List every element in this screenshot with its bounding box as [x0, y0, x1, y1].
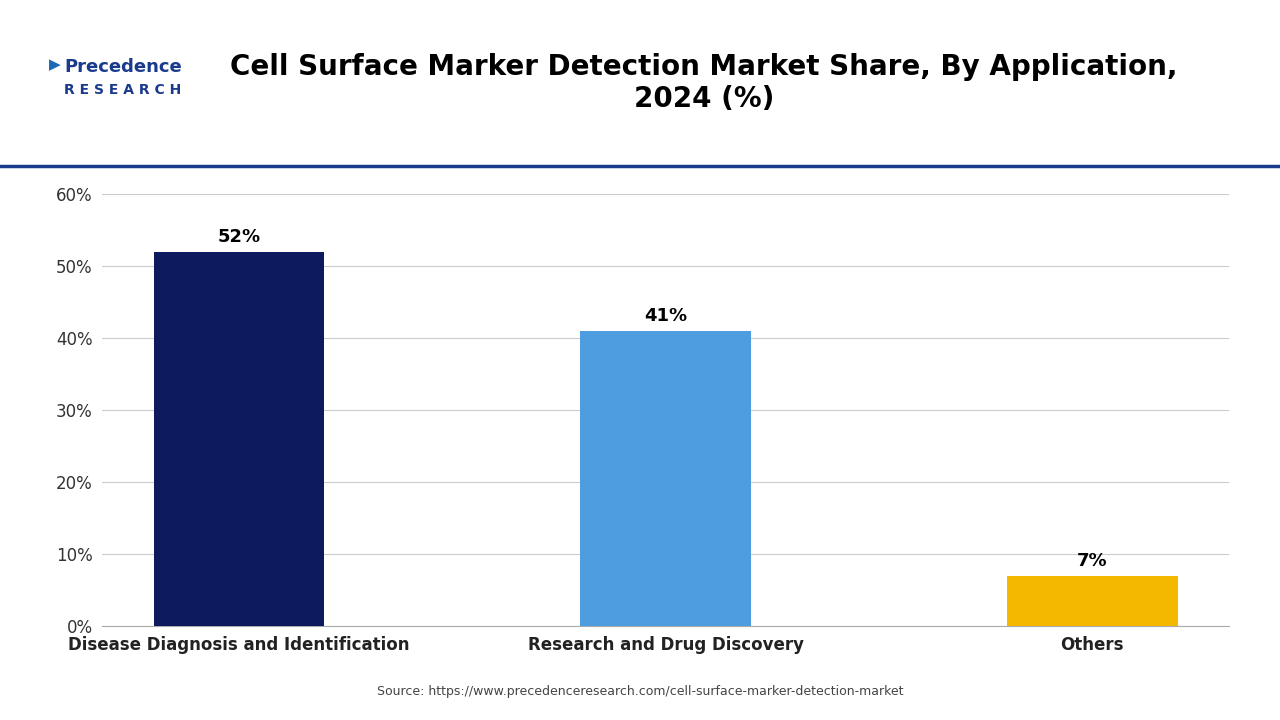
Bar [1007, 576, 1178, 626]
Text: R E S E A R C H: R E S E A R C H [64, 83, 182, 96]
Text: ▶: ▶ [49, 57, 60, 72]
Bar [580, 331, 751, 626]
Text: 7%: 7% [1076, 552, 1107, 570]
Text: 41%: 41% [644, 307, 687, 325]
Text: Source: https://www.precedenceresearch.com/cell-surface-marker-detection-market: Source: https://www.precedenceresearch.c… [376, 685, 904, 698]
Text: Cell Surface Marker Detection Market Share, By Application,
2024 (%): Cell Surface Marker Detection Market Sha… [230, 53, 1178, 113]
Bar [154, 252, 324, 626]
Text: 52%: 52% [218, 228, 261, 246]
Text: Precedence: Precedence [64, 58, 182, 76]
